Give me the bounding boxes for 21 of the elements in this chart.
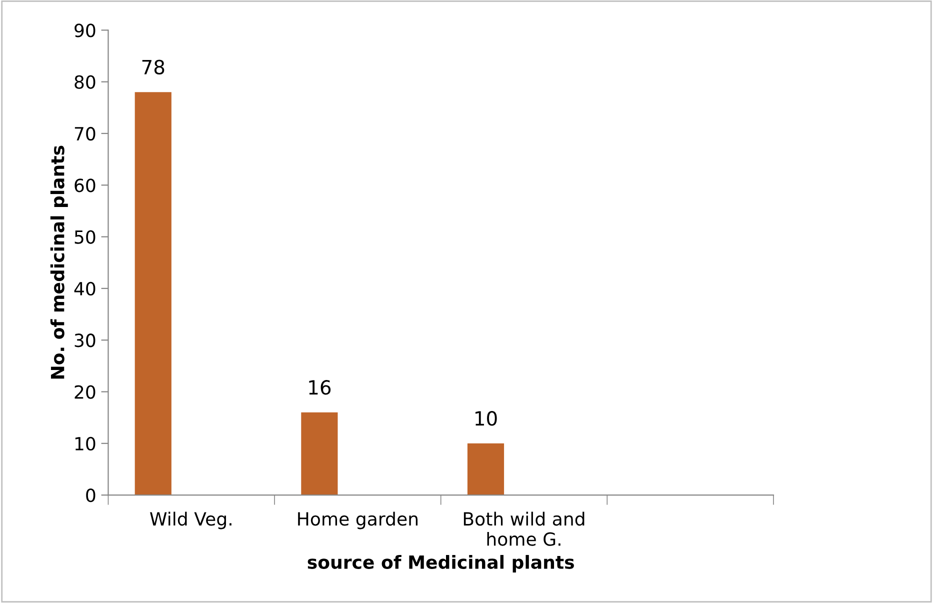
x-axis-title: source of Medicinal plants [308,554,574,572]
y-tick-label: 90 [74,24,96,38]
y-tick-label: 30 [74,334,96,348]
x-tick-label: Home garden [298,512,418,530]
data-label: 16 [309,380,331,395]
data-label: 78 [142,60,164,74]
data-label: 10 [476,411,497,426]
y-axis-title: No. of medicinal plants [50,146,68,379]
y-tick-label: 70 [74,126,96,141]
x-tick-label: Wild Veg. [150,512,232,530]
y-tick-label: 50 [74,230,96,244]
y-tick-label: 60 [74,178,96,192]
y-tick-label: 10 [75,436,96,451]
x-tick-label: Both wild and home G. [464,512,584,546]
y-tick-label: 80 [74,75,96,89]
bar [134,92,172,496]
y-tick-label: 20 [74,385,96,399]
y-tick-label: 0 [86,488,96,502]
bar [301,412,338,496]
y-tick-label: 40 [74,282,96,296]
bar [467,443,504,496]
